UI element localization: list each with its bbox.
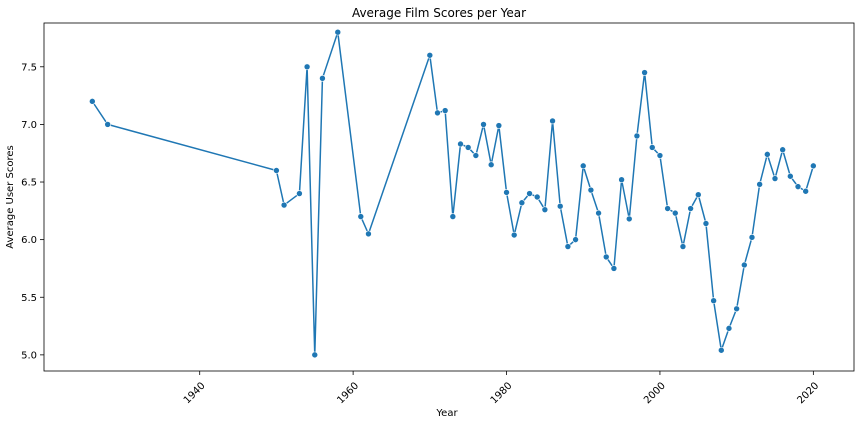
series-layer [89,28,817,359]
data-point [365,230,372,238]
data-point [541,206,549,213]
data-point [595,209,602,217]
data-point [802,187,809,195]
data-point [303,63,311,71]
data-point [648,144,656,151]
data-point [679,243,687,250]
data-point [633,132,641,140]
data-point [641,69,648,76]
data-point [89,98,96,105]
data-point [334,28,342,36]
y-tick-label: 5.0 [21,350,37,361]
data-point [748,234,756,241]
plot-area [89,28,817,359]
data-point [480,121,487,128]
data-point [764,151,771,158]
data-point [533,193,541,201]
chart-title: Average Film Scores per Year [352,6,526,20]
data-point [572,236,579,243]
y-tick-label: 6.0 [21,235,37,246]
x-tick-label: 1980 [489,380,515,406]
data-point [472,152,480,159]
data-point [503,189,510,196]
data-point [273,167,280,174]
data-point [741,261,748,269]
data-point [495,122,503,129]
data-point [441,107,449,114]
data-point [518,199,526,207]
data-point [296,190,303,197]
data-point [602,253,610,261]
data-point [457,140,464,148]
data-point [687,205,694,212]
data-point [787,172,794,180]
data-point [771,175,779,182]
data-point [610,265,618,272]
data-point [718,346,725,354]
data-point [625,215,633,223]
data-point [810,162,817,170]
data-point [280,201,288,209]
data-point [794,183,802,190]
y-tick-label: 6.5 [21,178,37,189]
data-point [579,162,587,170]
data-point [587,186,595,194]
y-tick-label: 7.0 [21,120,37,131]
data-point [702,220,710,227]
x-axis-ticks: 1940 1960 1980 2000 2020 [182,371,821,406]
x-tick-label: 2020 [796,380,822,406]
data-point [664,205,671,212]
series-line [91,31,815,356]
data-point [671,209,679,217]
y-tick-label: 5.5 [21,293,37,304]
y-tick-label: 7.5 [21,62,37,73]
x-tick-label: 1940 [182,380,208,406]
x-tick-label: 2000 [642,380,668,406]
data-point [556,202,564,210]
data-point [549,117,556,125]
x-axis-label: Year [435,408,458,419]
data-point [510,231,518,239]
data-point [656,152,664,159]
x-tick-label: 1960 [335,380,361,406]
axes-frame [43,22,855,372]
y-axis-label: Average User Scores [5,145,16,248]
data-point [618,176,625,184]
data-point [710,297,717,305]
data-point [756,181,763,188]
data-point [319,75,326,82]
data-point [464,144,472,151]
data-point [725,325,733,332]
data-point [733,305,740,313]
data-point [526,190,533,197]
data-point [564,243,572,250]
data-point [779,146,786,154]
data-point [426,51,434,59]
data-point [311,351,319,359]
data-point [104,121,111,128]
data-point [449,213,457,220]
data-point [487,161,495,169]
data-point [694,191,702,198]
data-point [357,213,365,220]
y-axis-ticks: 5.0 5.5 6.0 6.5 7.0 7.5 [21,62,44,361]
data-point [434,109,441,117]
